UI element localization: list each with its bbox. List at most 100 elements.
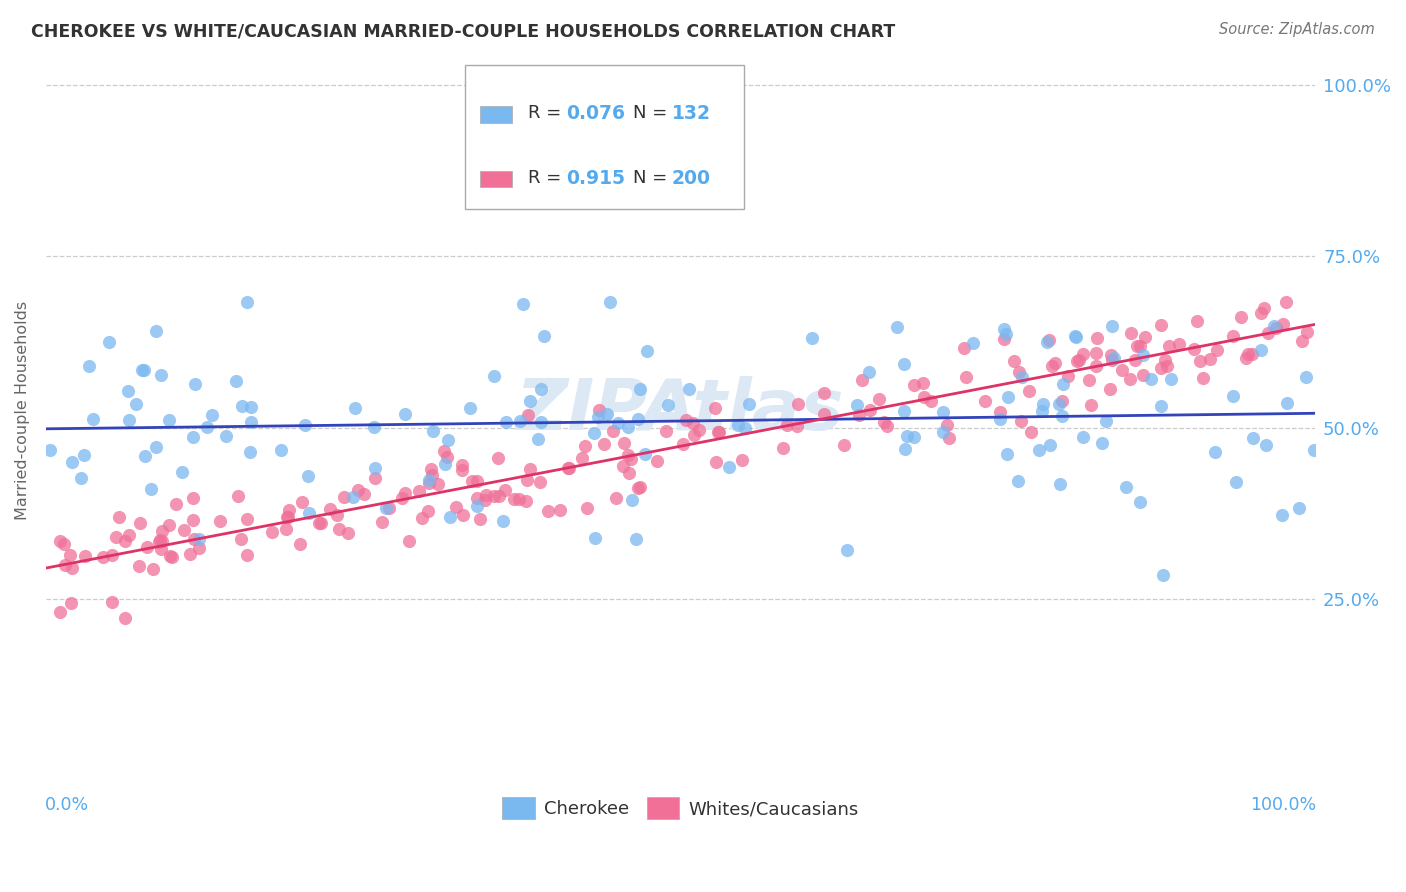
Point [444,500,467,514]
Point [150,524,173,538]
Point [157,517,180,532]
Text: 0.076: 0.076 [567,103,626,123]
Point [470,512,492,526]
Point [150,541,173,556]
Point [276,522,298,536]
Point [772,441,794,455]
Point [1241,347,1264,361]
Point [201,408,224,422]
Point [1182,343,1205,357]
Point [1187,314,1209,328]
Point [209,514,232,528]
Point [150,533,173,548]
Point [475,488,498,502]
Point [512,297,534,311]
Point [465,500,488,514]
Point [173,523,195,537]
Point [893,403,915,417]
Point [73,448,96,462]
Text: CHEROKEE VS WHITE/CAUCASIAN MARRIED-COUPLE HOUSEHOLDS CORRELATION CHART: CHEROKEE VS WHITE/CAUCASIAN MARRIED-COUP… [31,22,896,40]
Point [995,326,1018,341]
Point [235,549,257,563]
Point [49,605,72,619]
Point [1050,409,1073,424]
Point [1123,352,1146,367]
Point [962,335,984,350]
Point [1154,353,1177,368]
Point [620,492,643,507]
Point [117,384,139,398]
Point [557,461,579,475]
Point [813,407,835,421]
Point [346,483,368,498]
Point [1156,359,1178,373]
Point [181,491,204,505]
Point [458,401,481,415]
Point [876,418,898,433]
Point [602,425,624,439]
Point [893,357,915,371]
Point [433,458,456,472]
Point [671,437,693,451]
Point [1253,301,1275,315]
Point [309,516,332,530]
Text: N =: N = [633,169,673,187]
Point [776,417,799,432]
Point [1111,362,1133,376]
Point [616,448,638,462]
Point [707,425,730,440]
Point [183,376,205,391]
Point [225,374,247,388]
Point [215,428,238,442]
Bar [479,171,512,187]
Point [624,532,647,546]
Point [530,382,553,396]
Point [149,533,172,547]
Point [1119,372,1142,386]
Point [482,368,505,383]
Point [1257,326,1279,340]
Point [49,534,72,549]
Point [988,405,1011,419]
Point [717,459,740,474]
Point [707,425,730,439]
Point [91,549,114,564]
Point [1021,425,1043,439]
Point [52,537,75,551]
Point [128,516,150,530]
Point [509,414,531,428]
Point [73,549,96,564]
Point [683,427,706,442]
Text: R =: R = [529,169,567,187]
Point [607,417,630,431]
Point [1095,414,1118,428]
Point [1066,353,1088,368]
Point [38,443,60,458]
Point [101,595,124,609]
Point [846,398,869,412]
Point [529,475,551,489]
Point [276,509,298,524]
Point [530,415,553,429]
Point [1002,353,1025,368]
Point [1064,329,1087,343]
Point [145,324,167,338]
Point [465,474,488,488]
Point [1085,331,1108,345]
Point [548,503,571,517]
Point [1078,373,1101,387]
Point [298,506,321,520]
Point [465,491,488,506]
Point [364,461,387,475]
Point [118,413,141,427]
Point [333,490,356,504]
Point [516,473,538,487]
Point [394,485,416,500]
Point [482,489,505,503]
Point [439,510,461,524]
Point [1085,359,1108,373]
Point [599,294,621,309]
Point [141,482,163,496]
Text: Source: ZipAtlas.com: Source: ZipAtlas.com [1219,22,1375,37]
Point [974,394,997,409]
